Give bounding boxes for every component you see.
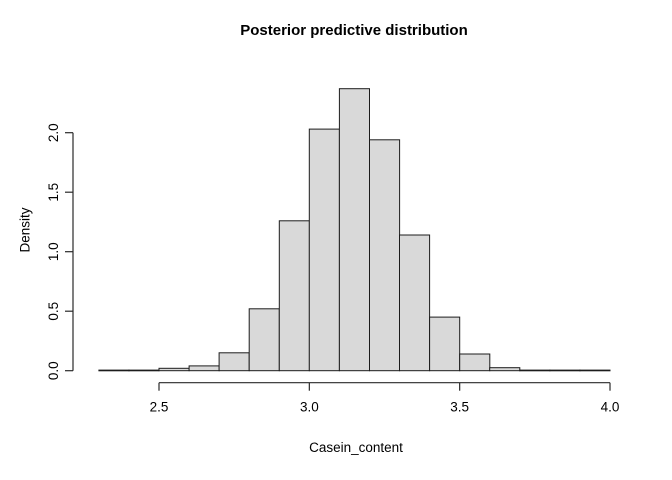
x-tick-label: 4.0 xyxy=(601,400,620,415)
histogram-bar xyxy=(278,220,310,372)
y-tick-label: 0.0 xyxy=(46,361,61,380)
chart-title: Posterior predictive distribution xyxy=(240,22,468,39)
histogram-bar xyxy=(158,367,190,372)
histogram-bar xyxy=(98,369,130,372)
histogram-bar xyxy=(489,367,521,372)
histogram-bar xyxy=(369,139,401,372)
x-tick-label: 2.5 xyxy=(150,400,169,415)
histogram-bar xyxy=(549,369,581,372)
y-axis-label: Density xyxy=(17,207,33,253)
histogram-bar xyxy=(519,369,551,372)
histogram-bar xyxy=(459,353,491,372)
histogram-bar xyxy=(399,234,431,372)
y-tick-label: 1.5 xyxy=(46,183,61,202)
histogram-bar xyxy=(218,352,250,372)
histogram-bar xyxy=(579,369,611,372)
x-tick-label: 3.5 xyxy=(450,400,469,415)
histogram-bar xyxy=(429,316,461,372)
histogram-bar xyxy=(248,308,280,372)
histogram-bar xyxy=(128,369,160,372)
y-tick-label: 0.5 xyxy=(46,302,61,321)
histogram-bar xyxy=(188,365,220,372)
histogram-bar xyxy=(308,128,340,372)
y-tick-label: 2.0 xyxy=(46,123,61,142)
histogram-bar xyxy=(338,88,370,372)
x-axis-label: Casein_content xyxy=(309,440,403,455)
y-tick-label: 1.0 xyxy=(46,242,61,261)
x-tick-label: 3.0 xyxy=(300,400,319,415)
